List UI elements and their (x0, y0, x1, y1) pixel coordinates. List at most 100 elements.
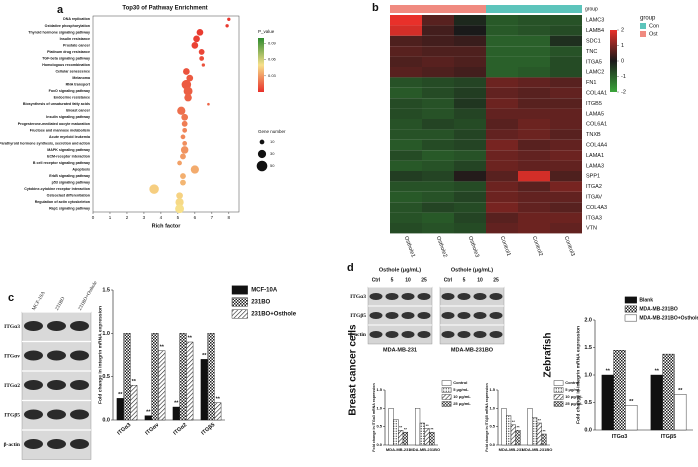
legend-swatch (640, 31, 646, 37)
bar (393, 419, 399, 446)
y-tick-label: Breast cancer (66, 109, 90, 113)
bubble (180, 146, 189, 154)
heatmap-cell (390, 56, 422, 67)
y-tick-label: Cytokine-cytokine receptor interaction (24, 187, 90, 191)
bar (536, 422, 542, 446)
blot-band (47, 439, 66, 449)
bar (415, 408, 421, 446)
heatmap-cell (390, 119, 422, 130)
blot-band (401, 293, 415, 300)
blot-band (401, 331, 415, 338)
blot-band (70, 350, 89, 361)
blot-band (385, 331, 399, 338)
colorbar-label: 2 (621, 27, 624, 33)
heatmap-cell (454, 191, 486, 203)
blot-band (457, 293, 471, 300)
heatmap-cell (422, 150, 454, 161)
bar (532, 417, 538, 446)
blot-row-label: ITGβ5 (350, 313, 366, 319)
x-tick-label: 6 (194, 215, 197, 220)
panel-label: c (8, 292, 14, 304)
colorbar-label: 0.09 (268, 40, 277, 45)
column-label: Control3 (563, 236, 576, 258)
y-tick-label: p53 signaling pathway (52, 181, 90, 185)
legend-swatch (231, 297, 248, 307)
heatmap-cell (550, 223, 582, 234)
y-tick-label: Apoptosis (72, 167, 90, 171)
heatmap-cell (390, 67, 422, 78)
heatmap-cell (550, 15, 582, 26)
blot-band (47, 380, 66, 390)
blot-band (24, 321, 43, 331)
blot-band (473, 331, 487, 338)
y-axis-label: Fold change in ITGβ5 mRNA expression (485, 383, 489, 451)
blot-band (489, 312, 503, 319)
legend-label: Blank (639, 297, 653, 303)
bubble (175, 204, 185, 214)
heatmap-cell (454, 212, 486, 223)
heatmap-cell (550, 212, 582, 223)
column-label: Control1 (499, 236, 512, 258)
heatmap-cell (454, 108, 486, 119)
y-tick-label: Prostate cancer (63, 43, 91, 47)
heatmap-cell (422, 98, 454, 109)
heatmap-cell (486, 119, 518, 130)
y-tick-label: Platinum drug resistance (47, 50, 90, 54)
y-tick-label: 0.0 (584, 427, 592, 433)
bubble (184, 93, 192, 102)
panel-label: a (57, 4, 64, 16)
heatmap-cell (550, 171, 582, 182)
y-tick-label: 1.0 (489, 405, 495, 410)
side-label: Zebrafish (543, 332, 554, 377)
blot-band (441, 331, 455, 338)
blot-cell-line: MDA-MB-231BO (451, 347, 494, 353)
heatmap-cell (486, 25, 518, 36)
y-tick-label: 0.5 (584, 400, 592, 406)
bar (158, 350, 166, 421)
heatmap-cell (454, 129, 486, 140)
heatmap-cell (486, 150, 518, 161)
heatmap-cell (550, 160, 582, 171)
y-tick-label: Parathyroid hormone synthesis, secretion… (0, 141, 90, 145)
bubble (190, 165, 199, 174)
heatmap-cell (422, 160, 454, 171)
bar (662, 353, 675, 431)
legend-label: 5 μg/mL (565, 387, 581, 392)
significance: ** (404, 426, 408, 431)
bar (506, 415, 512, 446)
heatmap-cell (422, 181, 454, 192)
row-label: ITGA2 (586, 184, 602, 190)
group-header: group (585, 6, 598, 12)
blot-band (70, 439, 89, 449)
heatmap-cell (518, 139, 550, 151)
blot-row-label: ITGα3 (4, 324, 20, 330)
heatmap-cell (486, 212, 518, 223)
heatmap-cell (518, 212, 550, 223)
y-tick-label: Progesterone-mediated oocyte maturation (18, 122, 90, 126)
heatmap-cell (454, 139, 486, 151)
column-label: Control2 (531, 236, 544, 258)
row-label: ITGAV (586, 194, 602, 200)
heatmap-cell (486, 77, 518, 88)
bar (151, 333, 159, 421)
size-legend-label: 50 (270, 163, 275, 168)
legend-swatch (441, 401, 452, 407)
y-tick-label: DNA replication (63, 17, 90, 21)
heatmap-cell (550, 35, 582, 47)
legend-label: MDA-MB-231BO (639, 306, 677, 312)
heatmap-cell (486, 171, 518, 182)
blot-column-label: 25 (421, 277, 427, 283)
row-label: SDC1 (586, 38, 601, 44)
row-label: COL4A3 (586, 205, 607, 211)
heatmap-cell (518, 160, 550, 171)
x-tick-label: 1 (109, 215, 112, 220)
blot-band (70, 380, 89, 390)
heatmap-cell (454, 223, 486, 234)
row-label: LAMC2 (586, 70, 604, 76)
heatmap-cell (422, 87, 454, 99)
legend-label: 25 μg/mL (565, 401, 583, 406)
significance: ** (174, 401, 179, 407)
heatmap-cell (454, 77, 486, 88)
heatmap-cell (486, 15, 518, 26)
bubble (227, 17, 231, 21)
